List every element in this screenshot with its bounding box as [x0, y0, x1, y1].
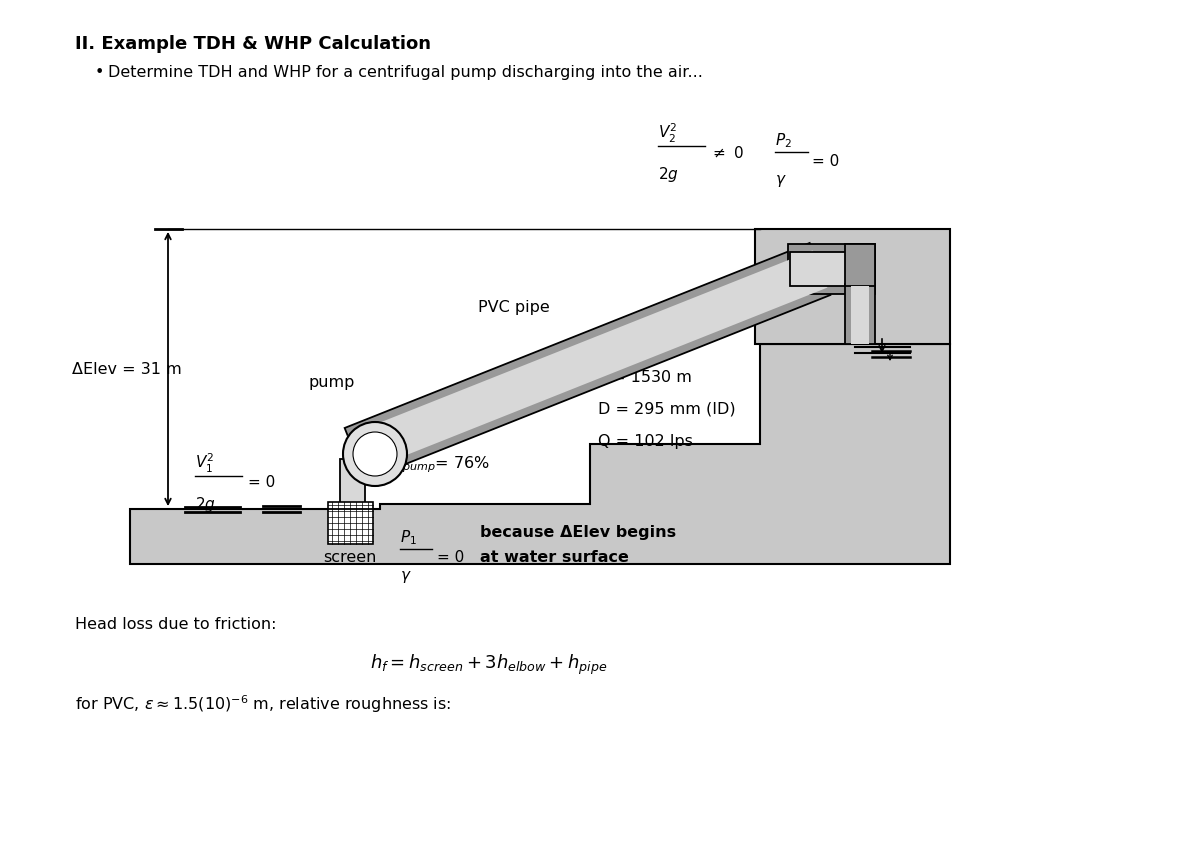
Polygon shape: [851, 287, 869, 344]
Polygon shape: [344, 244, 830, 480]
Text: ΔElev = 31 m: ΔElev = 31 m: [72, 362, 181, 377]
Text: = 0: = 0: [248, 475, 275, 490]
Polygon shape: [130, 344, 950, 565]
Text: L = 1530 m: L = 1530 m: [598, 370, 692, 385]
Text: $V_2^2$: $V_2^2$: [658, 122, 677, 145]
Polygon shape: [845, 245, 875, 287]
Polygon shape: [755, 230, 950, 344]
Text: = 0: = 0: [437, 549, 464, 565]
Text: $h_f = h_{screen} + 3h_{elbow} + h_{pipe}$: $h_f = h_{screen} + 3h_{elbow} + h_{pipe…: [370, 652, 607, 676]
Polygon shape: [790, 252, 870, 287]
Polygon shape: [340, 459, 365, 510]
Text: pump: pump: [308, 375, 354, 390]
Text: at water surface: at water surface: [480, 549, 629, 565]
Text: Determine TDH and WHP for a centrifugal pump discharging into the air...: Determine TDH and WHP for a centrifugal …: [108, 65, 703, 80]
Text: •: •: [95, 65, 104, 80]
Text: $\gamma$: $\gamma$: [400, 568, 412, 584]
Polygon shape: [348, 252, 827, 473]
Text: $P_2$: $P_2$: [775, 131, 792, 150]
Polygon shape: [788, 245, 875, 295]
Text: $E_{pump}$= 76%: $E_{pump}$= 76%: [392, 454, 490, 474]
Circle shape: [343, 423, 407, 486]
Text: for PVC, $\varepsilon \approx 1.5(10)^{-6}$ m, relative roughness is:: for PVC, $\varepsilon \approx 1.5(10)^{-…: [74, 692, 451, 714]
Text: D = 295 mm (ID): D = 295 mm (ID): [598, 402, 736, 416]
Text: PVC pipe: PVC pipe: [478, 300, 550, 315]
Text: $2g$: $2g$: [194, 495, 216, 513]
Text: = 0: = 0: [812, 154, 839, 170]
Text: screen: screen: [323, 549, 377, 565]
Polygon shape: [328, 502, 373, 544]
Text: Head loss due to friction:: Head loss due to friction:: [74, 616, 276, 631]
Polygon shape: [845, 284, 875, 344]
Circle shape: [353, 432, 397, 476]
Text: $\neq$ 0: $\neq$ 0: [710, 145, 744, 161]
Text: II. Example TDH & WHP Calculation: II. Example TDH & WHP Calculation: [74, 35, 431, 53]
Text: $2g$: $2g$: [658, 165, 679, 184]
Text: $V_1^2$: $V_1^2$: [194, 452, 215, 474]
Polygon shape: [790, 252, 870, 287]
Text: Q = 102 lps: Q = 102 lps: [598, 434, 692, 448]
Text: $P_1$: $P_1$: [400, 528, 416, 546]
Text: because ΔElev begins: because ΔElev begins: [480, 524, 676, 539]
Text: $\gamma$: $\gamma$: [775, 173, 787, 189]
